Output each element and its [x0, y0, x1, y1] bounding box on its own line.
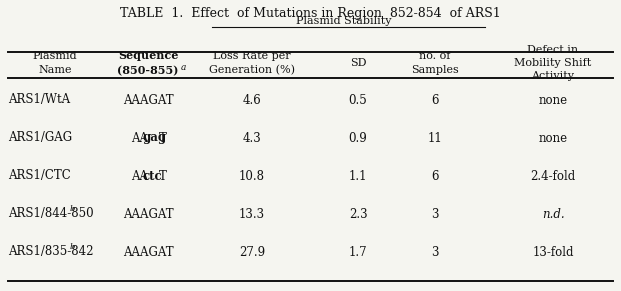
- Text: a: a: [181, 63, 186, 72]
- Text: 1.1: 1.1: [349, 169, 367, 182]
- Text: 2.3: 2.3: [348, 207, 367, 221]
- Text: 4.6: 4.6: [243, 93, 261, 107]
- Text: n.d.: n.d.: [542, 207, 564, 221]
- Text: TABLE  1.  Effect  of Mutations in Region  852-854  of ARS1: TABLE 1. Effect of Mutations in Region 8…: [120, 7, 501, 20]
- Text: none: none: [538, 132, 568, 145]
- Text: T: T: [159, 169, 167, 182]
- Text: b: b: [69, 205, 75, 213]
- Text: Plasmid
Name: Plasmid Name: [33, 52, 77, 74]
- Text: ARS1/835-842: ARS1/835-842: [8, 246, 94, 258]
- Text: 0.9: 0.9: [348, 132, 368, 145]
- Text: ctc: ctc: [142, 169, 162, 182]
- Text: 27.9: 27.9: [239, 246, 265, 258]
- Text: 11: 11: [428, 132, 442, 145]
- Text: SD: SD: [350, 58, 366, 68]
- Text: ARS1/CTC: ARS1/CTC: [8, 169, 71, 182]
- Text: 6: 6: [431, 93, 439, 107]
- Text: 3: 3: [431, 246, 439, 258]
- Text: AAAGAT: AAAGAT: [123, 207, 173, 221]
- Text: 10.8: 10.8: [239, 169, 265, 182]
- Text: b: b: [69, 243, 75, 251]
- Text: gag: gag: [142, 132, 166, 145]
- Text: Defect in
Mobility Shift
Activity: Defect in Mobility Shift Activity: [514, 45, 592, 81]
- Text: no. of
Samples: no. of Samples: [411, 52, 459, 74]
- Text: Sequence
(850-855): Sequence (850-855): [117, 50, 179, 76]
- Text: AAAGAT: AAAGAT: [123, 246, 173, 258]
- Text: 1.7: 1.7: [348, 246, 367, 258]
- Text: ARS1/WtA: ARS1/WtA: [8, 93, 70, 107]
- Text: 4.3: 4.3: [243, 132, 261, 145]
- Text: T: T: [159, 132, 167, 145]
- Text: 13-fold: 13-fold: [532, 246, 574, 258]
- Text: Loss Rate per
Generation (%): Loss Rate per Generation (%): [209, 51, 295, 75]
- Text: ARS1/GAG: ARS1/GAG: [8, 132, 72, 145]
- Text: Plasmid Stability: Plasmid Stability: [296, 16, 391, 26]
- Text: 0.5: 0.5: [348, 93, 368, 107]
- Text: AAAGAT: AAAGAT: [123, 93, 173, 107]
- Text: 6: 6: [431, 169, 439, 182]
- Text: 3: 3: [431, 207, 439, 221]
- Text: 13.3: 13.3: [239, 207, 265, 221]
- Text: AA: AA: [131, 169, 148, 182]
- Text: AA: AA: [131, 132, 148, 145]
- Text: ARS1/844-850: ARS1/844-850: [8, 207, 94, 221]
- Text: 2.4-fold: 2.4-fold: [530, 169, 576, 182]
- Text: none: none: [538, 93, 568, 107]
